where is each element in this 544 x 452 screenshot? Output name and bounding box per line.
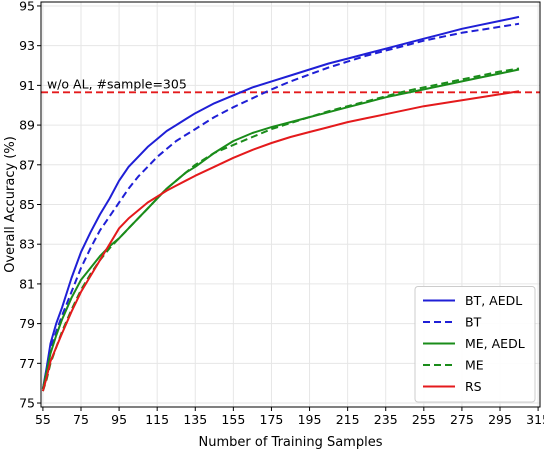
series-line-0 [41, 15, 520, 390]
y-tick-label: 91 [19, 78, 35, 93]
x-tick-label: 195 [298, 412, 322, 427]
x-tick-label: 175 [260, 412, 284, 427]
series-line-2 [41, 68, 520, 390]
x-tick-label: 95 [111, 412, 127, 427]
reference-line-label: w/o AL, #sample=305 [47, 76, 187, 91]
series-group [41, 15, 520, 392]
y-tick-label: 83 [19, 237, 35, 252]
y-tick-label: 77 [19, 356, 35, 371]
y-tick-label: 79 [19, 316, 35, 331]
y-tick-label: 81 [19, 276, 35, 291]
y-tick-label: 93 [19, 38, 35, 53]
x-tick-label: 55 [35, 412, 51, 427]
x-tick-label: 275 [450, 412, 474, 427]
x-axis-label: Number of Training Samples [199, 435, 383, 450]
y-tick-label: 87 [19, 157, 35, 172]
x-tick-label: 295 [488, 412, 512, 427]
x-tick-label: 115 [145, 412, 169, 427]
y-tick-label: 89 [19, 118, 35, 133]
legend: BT, AEDL BT ME, AEDL ME RS [414, 286, 536, 403]
legend-box [414, 286, 536, 403]
y-axis-label: Overall Accuracy (%) [3, 136, 18, 273]
reference-line-group: w/o AL, #sample=305 [41, 76, 540, 94]
series-line-4 [41, 90, 520, 392]
x-axis-ticks: 55 75 95 115 135 155 175 195 215 235 255 275 295 315 [35, 407, 544, 427]
legend-entry: RS [465, 379, 482, 394]
x-tick-label: 255 [412, 412, 436, 427]
y-tick-label: 95 [19, 0, 35, 13]
x-tick-label: 235 [374, 412, 398, 427]
legend-entry: BT, AEDL [465, 293, 522, 308]
x-tick-label: 315 [526, 412, 544, 427]
legend-entry: BT [465, 315, 482, 330]
series-line-1 [41, 22, 520, 390]
y-axis-ticks: 75 77 79 81 83 85 87 89 91 93 95 [19, 0, 41, 411]
x-tick-label: 75 [73, 412, 89, 427]
y-tick-label: 75 [19, 396, 35, 411]
x-tick-label: 215 [336, 412, 360, 427]
legend-entry: ME [465, 358, 484, 373]
x-tick-label: 135 [183, 412, 207, 427]
x-tick-label: 155 [221, 412, 245, 427]
y-tick-label: 85 [19, 197, 35, 212]
legend-entry: ME, AEDL [465, 336, 525, 351]
